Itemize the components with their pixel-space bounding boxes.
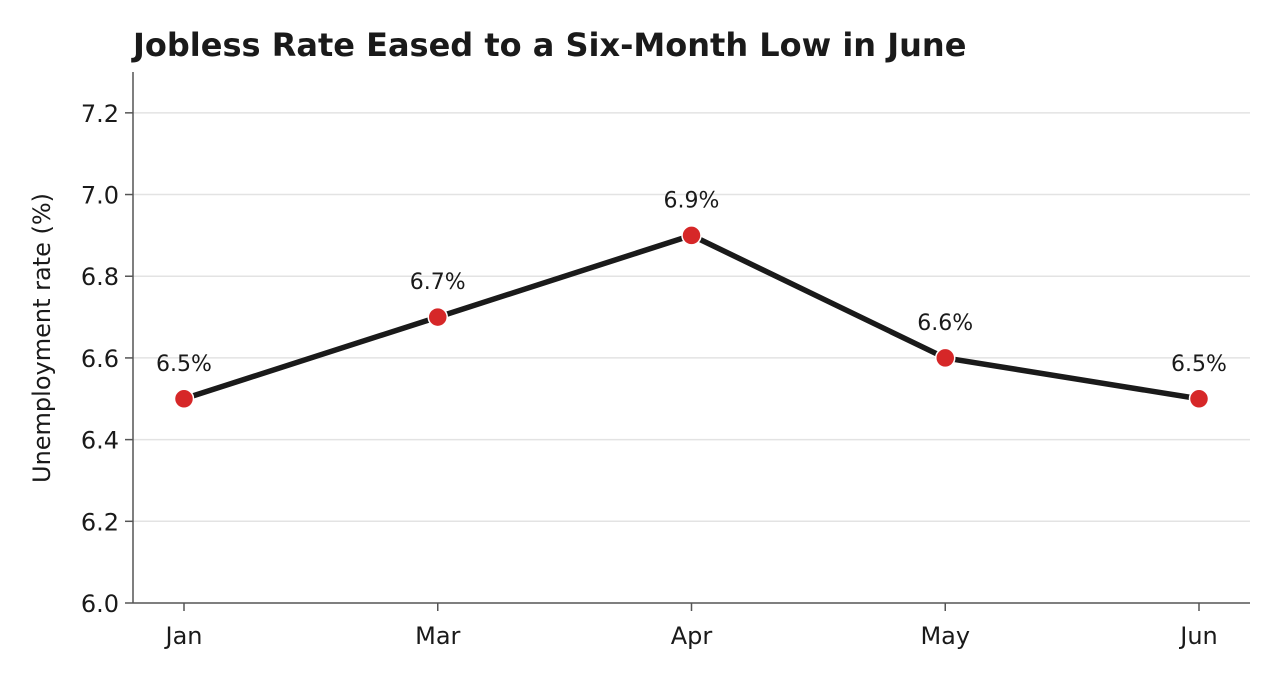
y-axis-label: Unemployment rate (%) — [28, 193, 56, 483]
y-tick-label: 6.8 — [81, 263, 119, 291]
data-points — [173, 225, 1210, 410]
data-labels: 6.5% 6.7% 6.9% 6.6% 6.5% — [156, 188, 1227, 376]
axes — [132, 72, 1250, 604]
y-tick-label: 7.2 — [81, 100, 119, 128]
chart-title: Jobless Rate Eased to a Six-Month Low in… — [131, 26, 966, 64]
data-label: 6.7% — [410, 270, 466, 295]
data-label: 6.5% — [1171, 352, 1227, 377]
data-point — [173, 388, 195, 410]
x-ticks: Jan Mar Apr May Jun — [164, 603, 1218, 650]
data-label: 6.6% — [917, 311, 973, 336]
series-line — [181, 232, 1202, 402]
y-ticks: 6.0 6.2 6.4 6.6 6.8 7.0 7.2 — [81, 100, 133, 618]
y-tick-label: 6.2 — [81, 508, 119, 536]
y-tick-label: 6.4 — [81, 427, 119, 455]
x-tick-label: May — [920, 622, 970, 650]
x-tick-label: Apr — [671, 622, 713, 650]
data-label: 6.9% — [664, 188, 720, 213]
gridlines — [133, 112, 1250, 523]
data-point — [681, 225, 702, 246]
data-point — [427, 306, 448, 328]
data-point — [1188, 388, 1210, 410]
y-tick-label: 6.0 — [81, 590, 119, 618]
y-tick-label: 6.6 — [81, 345, 119, 373]
x-tick-label: Mar — [415, 622, 460, 650]
data-label: 6.5% — [156, 352, 212, 377]
data-point — [935, 347, 956, 369]
x-tick-label: Jun — [1178, 622, 1218, 650]
series-polyline — [181, 232, 1202, 402]
y-tick-label: 7.0 — [81, 182, 119, 210]
x-tick-label: Jan — [164, 622, 203, 650]
